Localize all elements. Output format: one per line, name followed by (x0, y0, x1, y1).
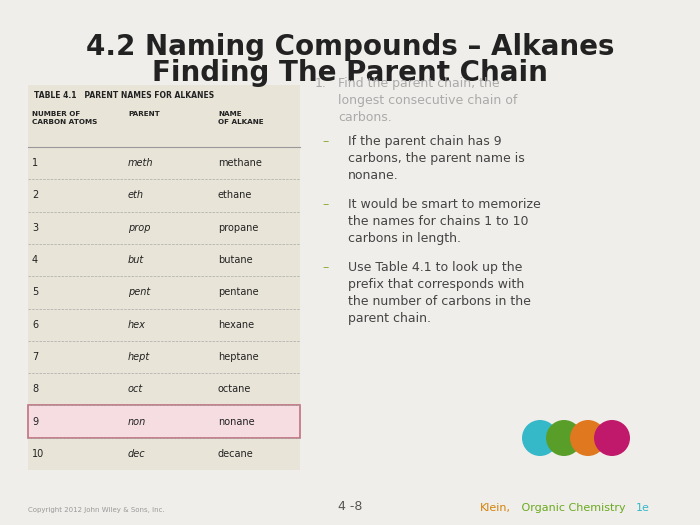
Text: carbons.: carbons. (338, 111, 392, 124)
Text: 10: 10 (32, 449, 44, 459)
Text: nonane.: nonane. (348, 169, 399, 182)
Text: carbons, the parent name is: carbons, the parent name is (348, 152, 525, 165)
Text: propane: propane (218, 223, 258, 233)
Text: 4: 4 (32, 255, 38, 265)
Text: TABLE 4.1   PARENT NAMES FOR ALKANES: TABLE 4.1 PARENT NAMES FOR ALKANES (34, 91, 214, 100)
Text: –: – (322, 135, 328, 148)
Text: 1e: 1e (636, 503, 650, 513)
Text: pentane: pentane (218, 287, 258, 297)
Text: 3: 3 (32, 223, 38, 233)
Text: 4.2 Naming Compounds – Alkanes: 4.2 Naming Compounds – Alkanes (85, 33, 615, 61)
Text: 9: 9 (32, 416, 38, 426)
Text: parent chain.: parent chain. (348, 312, 431, 325)
Text: prefix that corresponds with: prefix that corresponds with (348, 278, 524, 291)
Text: 8: 8 (32, 384, 38, 394)
Text: Use Table 4.1 to look up the: Use Table 4.1 to look up the (348, 261, 522, 274)
Text: 4 -8: 4 -8 (338, 500, 362, 513)
Text: hexane: hexane (218, 320, 254, 330)
Text: decane: decane (218, 449, 253, 459)
Text: hex: hex (128, 320, 146, 330)
Text: octane: octane (218, 384, 251, 394)
Text: Finding The Parent Chain: Finding The Parent Chain (152, 59, 548, 87)
Text: butane: butane (218, 255, 253, 265)
Text: nonane: nonane (218, 416, 255, 426)
Text: ethane: ethane (218, 191, 253, 201)
Text: the number of carbons in the: the number of carbons in the (348, 295, 531, 308)
Text: NAME
OF ALKANE: NAME OF ALKANE (218, 111, 264, 124)
Text: 6: 6 (32, 320, 38, 330)
Text: the names for chains 1 to 10: the names for chains 1 to 10 (348, 215, 528, 228)
Text: heptane: heptane (218, 352, 258, 362)
Text: meth: meth (128, 158, 153, 168)
Text: 7: 7 (32, 352, 38, 362)
Bar (28, 85, 300, 470)
Text: non: non (128, 416, 146, 426)
Bar (28, 405, 300, 438)
Circle shape (522, 420, 558, 456)
Text: but: but (128, 255, 144, 265)
Circle shape (570, 420, 606, 456)
Text: prop: prop (128, 223, 150, 233)
Text: If the parent chain has 9: If the parent chain has 9 (348, 135, 502, 148)
Text: Klein,: Klein, (480, 503, 511, 513)
Text: oct: oct (128, 384, 144, 394)
Circle shape (594, 420, 630, 456)
Text: methane: methane (218, 158, 262, 168)
Text: dec: dec (128, 449, 146, 459)
Text: Copyright 2012 John Wiley & Sons, Inc.: Copyright 2012 John Wiley & Sons, Inc. (28, 507, 164, 513)
Circle shape (546, 420, 582, 456)
Text: It would be smart to memorize: It would be smart to memorize (348, 198, 540, 211)
Text: pent: pent (128, 287, 150, 297)
Text: 1.: 1. (315, 77, 327, 90)
Text: Find the parent chain, the: Find the parent chain, the (338, 77, 500, 90)
Text: 2: 2 (32, 191, 38, 201)
Text: PARENT: PARENT (128, 111, 160, 117)
Text: Organic Chemistry: Organic Chemistry (518, 503, 629, 513)
Text: hept: hept (128, 352, 150, 362)
Text: –: – (322, 261, 328, 274)
Text: eth: eth (128, 191, 144, 201)
Text: 1: 1 (32, 158, 38, 168)
Text: longest consecutive chain of: longest consecutive chain of (338, 94, 517, 107)
Text: 5: 5 (32, 287, 38, 297)
Text: carbons in length.: carbons in length. (348, 232, 461, 245)
Text: –: – (322, 198, 328, 211)
Text: NUMBER OF
CARBON ATOMS: NUMBER OF CARBON ATOMS (32, 111, 97, 124)
